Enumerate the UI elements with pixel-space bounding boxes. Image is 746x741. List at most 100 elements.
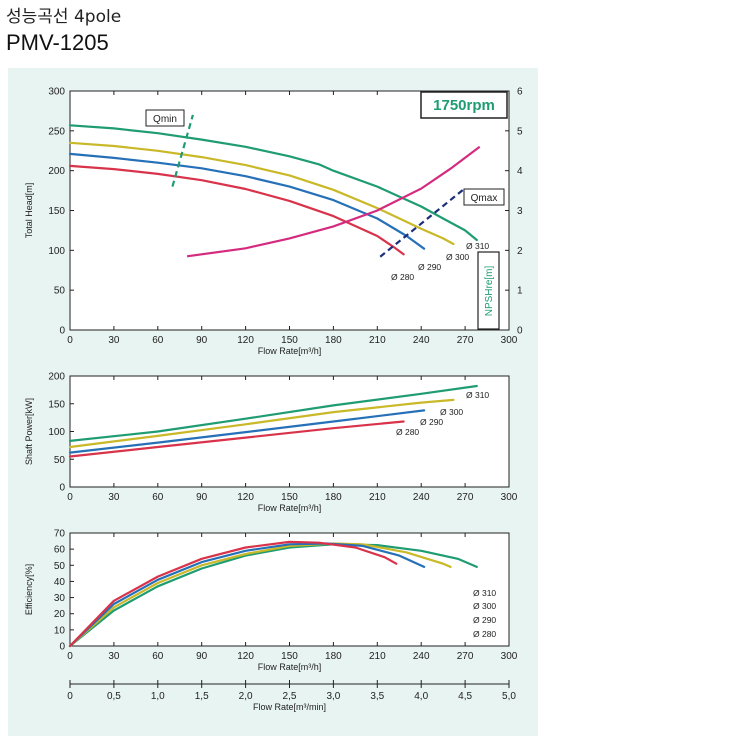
power-x-tick-label: 210 xyxy=(369,492,386,503)
qmin-label-box xyxy=(145,109,185,127)
power-series-d280 xyxy=(68,420,405,458)
power-x-tick-label: 300 xyxy=(501,492,518,503)
head-x-tick-label: 90 xyxy=(196,335,208,346)
head-y2-tick-label: 3 xyxy=(517,206,523,217)
head-y-tick-label: 0 xyxy=(59,326,65,337)
qmin-line xyxy=(171,114,194,187)
flow-min-tick-label: 4,5 xyxy=(458,691,472,702)
model-name: PMV-1205 xyxy=(6,30,109,55)
head-series-d280 xyxy=(68,164,405,256)
head-y-tick-label: 250 xyxy=(48,126,65,137)
power-y-tick-label: 0 xyxy=(59,483,65,494)
power-x-tick-label: 120 xyxy=(237,492,254,503)
efficiency-series-d290 xyxy=(68,542,426,648)
power-plot-area xyxy=(69,375,510,488)
head-y2-tick-label: 6 xyxy=(517,87,523,98)
power-series-d310 xyxy=(68,384,478,442)
power-curve-label: Ø 300 xyxy=(440,407,463,417)
power-series-d300 xyxy=(68,398,455,449)
efficiency-x-tick-label: 120 xyxy=(237,651,254,662)
efficiency-y-tick-label: 20 xyxy=(54,609,66,620)
qmin-label: Qmin xyxy=(153,114,177,125)
head-y2-tick-label: 5 xyxy=(517,126,523,137)
power-curve-label: Ø 310 xyxy=(466,390,489,400)
rpm-label: 1750rpm xyxy=(433,97,495,114)
power-x-tick-label: 90 xyxy=(196,492,208,503)
head-y2-tick-label: 4 xyxy=(517,166,523,177)
efficiency-x-tick-label: 270 xyxy=(457,651,474,662)
flow-min-tick-label: 0,5 xyxy=(107,691,121,702)
flow-min-tick-label: 1,5 xyxy=(195,691,209,702)
efficiency-y-axis-label: Efficiency[%] xyxy=(24,564,34,615)
flow-min-tick-label: 2,0 xyxy=(239,691,253,702)
head-y-tick-label: 50 xyxy=(54,286,66,297)
head-x-tick-label: 0 xyxy=(67,335,73,346)
efficiency-series-d280 xyxy=(68,540,398,648)
head-curve-label: Ø 300 xyxy=(446,252,469,262)
efficiency-y-tick-label: 10 xyxy=(54,625,66,636)
power-series-d290 xyxy=(68,409,426,454)
efficiency-x-tick-label: 210 xyxy=(369,651,386,662)
head-curve-label: Ø 310 xyxy=(466,241,489,251)
head-y-tick-label: 150 xyxy=(48,206,65,217)
npsh-axis-label: NPSHre[m] xyxy=(484,265,495,316)
power-y-tick-label: 50 xyxy=(54,455,66,466)
power-x-tick-label: 240 xyxy=(413,492,430,503)
efficiency-curve-label: Ø 290 xyxy=(473,615,496,625)
power-x-tick-label: 180 xyxy=(325,492,342,503)
flow-min-tick-label: 3,5 xyxy=(370,691,384,702)
head-series-d290 xyxy=(68,152,426,250)
head-curve-label: Ø 290 xyxy=(418,262,441,272)
efficiency-y-tick-label: 70 xyxy=(54,529,66,540)
power-curve-label: Ø 290 xyxy=(420,417,443,427)
efficiency-series-d300 xyxy=(68,542,452,648)
efficiency-x-tick-label: 150 xyxy=(281,651,298,662)
head-plot-area xyxy=(69,90,510,331)
power-y-tick-label: 100 xyxy=(48,427,65,438)
flow-min-tick-label: 1,0 xyxy=(151,691,165,702)
npsh-curve xyxy=(186,145,481,258)
head-x-tick-label: 300 xyxy=(501,335,518,346)
efficiency-curve-label: Ø 280 xyxy=(473,629,496,639)
head-x-tick-label: 210 xyxy=(369,335,386,346)
qmax-line xyxy=(379,187,466,258)
head-x-tick-label: 180 xyxy=(325,335,342,346)
head-x-tick-label: 30 xyxy=(108,335,120,346)
power-x-tick-label: 150 xyxy=(281,492,298,503)
efficiency-y-tick-label: 60 xyxy=(54,545,66,556)
flow-min-tick-label: 5,0 xyxy=(502,691,516,702)
efficiency-y-tick-label: 0 xyxy=(59,642,65,653)
flow-min-tick-label: 2,5 xyxy=(283,691,297,702)
power-x-tick-label: 30 xyxy=(108,492,120,503)
head-y2-tick-label: 0 xyxy=(517,326,523,337)
efficiency-series-d310 xyxy=(68,543,478,648)
head-y-axis-label: Total Head[m] xyxy=(24,183,34,239)
efficiency-x-tick-label: 90 xyxy=(196,651,208,662)
head-x-tick-label: 270 xyxy=(457,335,474,346)
power-x-axis-label: Flow Rate[m³/h] xyxy=(258,503,322,513)
power-y-tick-label: 150 xyxy=(48,399,65,410)
head-y2-tick-label: 1 xyxy=(517,286,523,297)
npsh-label-box xyxy=(477,251,500,330)
efficiency-curve-label: Ø 310 xyxy=(473,588,496,598)
efficiency-y-tick-label: 30 xyxy=(54,593,66,604)
head-x-tick-label: 120 xyxy=(237,335,254,346)
rpm-box xyxy=(420,91,508,119)
efficiency-x-axis-label: Flow Rate[m³/h] xyxy=(258,662,322,672)
head-curve-label: Ø 280 xyxy=(391,272,414,282)
efficiency-curve-label: Ø 300 xyxy=(473,601,496,611)
head-x-tick-label: 150 xyxy=(281,335,298,346)
power-x-tick-label: 60 xyxy=(152,492,164,503)
flow-min-tick-label: 4,0 xyxy=(414,691,428,702)
head-y-tick-label: 200 xyxy=(48,166,65,177)
head-x-tick-label: 240 xyxy=(413,335,430,346)
efficiency-x-tick-label: 180 xyxy=(325,651,342,662)
efficiency-x-tick-label: 0 xyxy=(67,651,73,662)
chart-title: 성능곡선 4pole xyxy=(6,7,122,27)
head-series-d300 xyxy=(68,141,455,246)
flow-min-axis-label: Flow Rate[m³/min] xyxy=(253,702,326,712)
head-series-d310 xyxy=(68,124,478,242)
power-y-axis-label: Shaft Power[kW] xyxy=(24,398,34,465)
power-x-tick-label: 0 xyxy=(67,492,73,503)
